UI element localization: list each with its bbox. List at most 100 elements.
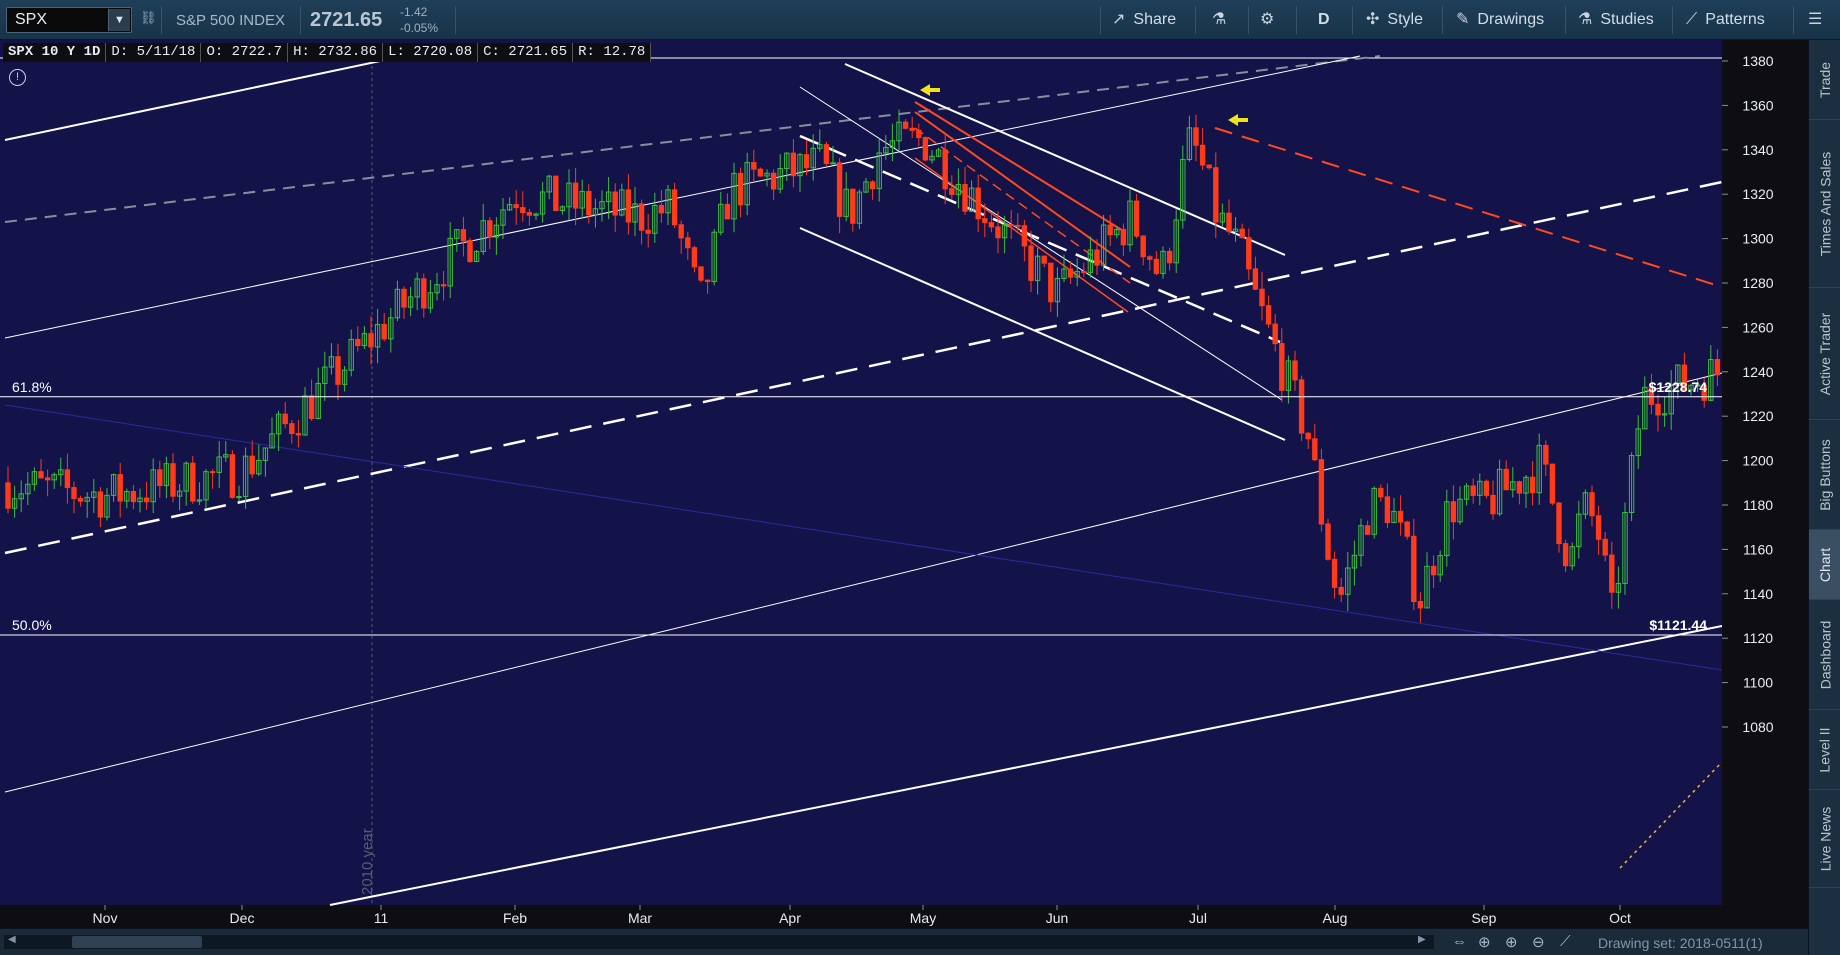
link-icon[interactable]: ⛓ xyxy=(140,10,157,25)
time-tick-label: Sep xyxy=(1472,910,1497,926)
candle-body xyxy=(975,187,981,220)
candle-body xyxy=(1028,245,1034,281)
fib-price-label: $1121.44 xyxy=(1649,617,1707,633)
candle-body xyxy=(850,188,856,224)
candle-body xyxy=(368,333,374,348)
menu-list-icon: ☰ xyxy=(1808,11,1823,28)
instrument-name: S&P 500 INDEX xyxy=(176,12,285,29)
tab-level-ii[interactable]: Level II xyxy=(1809,710,1840,790)
candle-body xyxy=(1147,256,1153,260)
candle-body xyxy=(302,395,308,436)
style-button[interactable]: ✣ Style xyxy=(1366,0,1423,40)
crosshair-icon[interactable]: ⊕ xyxy=(1478,934,1491,951)
candle-body xyxy=(374,323,381,348)
candle-body xyxy=(1219,212,1226,223)
scroll-thumb[interactable] xyxy=(72,936,202,948)
tab-dashboard[interactable]: Dashboard xyxy=(1809,600,1840,710)
settings-button[interactable]: ⚙ xyxy=(1260,0,1274,40)
candle-body xyxy=(170,463,176,497)
candle-body xyxy=(1701,384,1707,401)
candle-body xyxy=(896,121,902,142)
zoom-in-icon[interactable]: ⊕ xyxy=(1505,934,1518,951)
percent-change: -0.05% xyxy=(400,21,439,35)
symbol-dropdown-chevron-icon[interactable]: ▼ xyxy=(108,9,130,31)
candle-body xyxy=(1576,513,1582,548)
price-tick-label: 1240 xyxy=(1742,364,1773,380)
candle-body xyxy=(1173,219,1179,264)
candle-body xyxy=(1615,582,1622,593)
candle-body xyxy=(836,162,843,217)
zoom-out-icon[interactable]: ⊖ xyxy=(1532,934,1545,951)
candle-body xyxy=(1239,228,1245,239)
drawing-set-label: Drawing set: 2018-0511(1) xyxy=(1598,935,1763,951)
candle-body xyxy=(1351,554,1358,569)
patterns-button[interactable]: ⟋ Patterns xyxy=(1686,0,1765,40)
candle-body xyxy=(1041,255,1047,264)
flask-button[interactable]: ⚗ xyxy=(1212,0,1226,40)
candle-body xyxy=(843,188,849,217)
price-tick-label: 1340 xyxy=(1742,142,1773,158)
long-channel-line xyxy=(4,372,1723,793)
candle-body xyxy=(1265,305,1272,325)
blue-trend-line xyxy=(4,404,1723,671)
scroll-left-arrow-icon[interactable]: ◀ xyxy=(8,934,16,945)
menu-button[interactable]: ☰ xyxy=(1808,0,1822,40)
candle-body xyxy=(553,175,559,212)
candle-body xyxy=(1133,200,1140,237)
tab-trade[interactable]: Trade xyxy=(1809,40,1840,120)
candle-body xyxy=(1067,268,1074,278)
tab-times-and-sales[interactable]: Times And Sales xyxy=(1809,120,1840,288)
toolbar-divider xyxy=(1100,6,1101,34)
candle-body xyxy=(460,229,467,242)
candle-body xyxy=(1642,386,1648,430)
candle-body xyxy=(1001,224,1008,239)
tab-active-trader[interactable]: Active Trader xyxy=(1809,288,1840,420)
flask-icon: ⚗ xyxy=(1578,11,1593,28)
share-button[interactable]: ↗ Share xyxy=(1112,0,1176,40)
candle-body xyxy=(955,184,962,195)
candle-body xyxy=(1675,364,1681,386)
scroll-right-arrow-icon[interactable]: ▶ xyxy=(1418,934,1426,945)
price-tick-label: 1220 xyxy=(1742,408,1773,424)
share-icon: ↗ xyxy=(1112,11,1126,28)
candle-body xyxy=(988,222,995,228)
candle-body xyxy=(1378,487,1384,498)
time-tick-label: Dec xyxy=(230,910,255,926)
tab-chart[interactable]: Chart xyxy=(1809,530,1840,600)
candle-body xyxy=(1094,249,1100,266)
candle-body xyxy=(1516,481,1523,494)
candle-body xyxy=(1457,498,1463,523)
tab-live-news[interactable]: Live News xyxy=(1809,790,1840,888)
alert-icon[interactable]: ! xyxy=(9,69,26,86)
candle-body xyxy=(91,491,97,498)
candle-body xyxy=(770,172,777,190)
price-chart[interactable]: 2010 year 61.8% $1228.74 50.0% $1121.44 108… xyxy=(0,40,1808,928)
candle-body xyxy=(1397,510,1404,523)
chart-area[interactable]: 2010 year 61.8% $1228.74 50.0% $1121.44 108… xyxy=(0,40,1840,935)
candle-body xyxy=(1529,476,1536,494)
scroll-track[interactable] xyxy=(4,935,1434,949)
drawing-tool-icon[interactable]: ⟋ xyxy=(1560,933,1571,950)
candle-body xyxy=(1391,510,1397,524)
time-tick-label: Apr xyxy=(779,910,801,926)
drawings-button[interactable]: ✎ Drawings xyxy=(1456,0,1544,40)
candle-body xyxy=(605,191,612,203)
candle-body xyxy=(1602,538,1608,556)
candle-body xyxy=(803,154,810,169)
expand-arrows-icon[interactable]: ⇔ xyxy=(1452,933,1467,950)
period-button[interactable]: D xyxy=(1318,0,1330,40)
candle-body xyxy=(546,175,552,193)
candle-body xyxy=(526,212,533,216)
candle-body xyxy=(1305,432,1311,440)
price-tick-label: 1180 xyxy=(1743,497,1773,513)
candle-body xyxy=(1160,250,1166,274)
studies-button[interactable]: ⚗ Studies xyxy=(1578,0,1654,40)
candle-body xyxy=(671,189,678,226)
candle-body xyxy=(652,204,658,234)
candle-body xyxy=(71,487,77,499)
tab-big-buttons[interactable]: Big Buttons xyxy=(1809,420,1840,530)
toolbar-divider xyxy=(1195,6,1196,34)
style-icon: ✣ xyxy=(1366,11,1380,28)
candle-body xyxy=(1232,228,1239,232)
price-tick-label: 1280 xyxy=(1742,275,1773,291)
